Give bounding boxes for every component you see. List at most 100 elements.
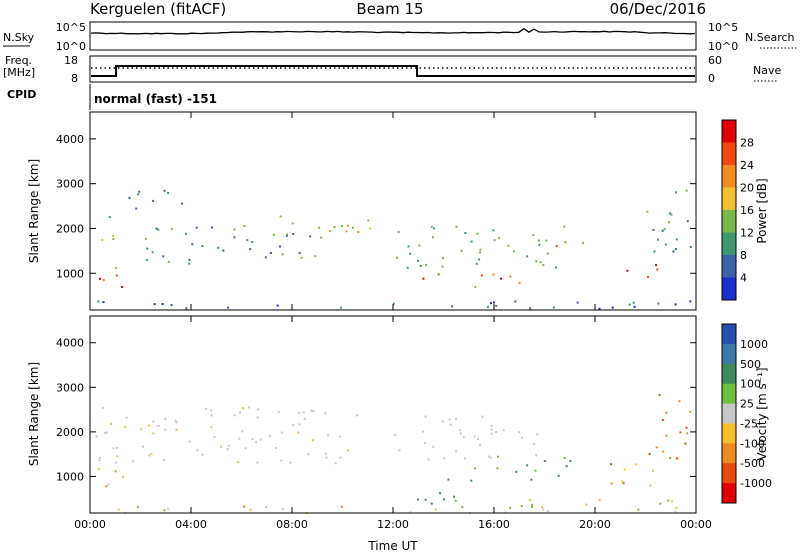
- colorbar-tick-label: 20: [740, 182, 754, 195]
- echo-cell: [653, 250, 656, 253]
- echo-cell: [621, 480, 624, 483]
- echo-cell: [670, 500, 673, 503]
- echo-cell: [564, 241, 567, 244]
- colorbar-swatch: [722, 165, 736, 188]
- echo-cell: [598, 307, 601, 310]
- freq-label-2: [MHz]: [3, 66, 35, 79]
- y-tick-label: 3000: [56, 381, 84, 394]
- noise-sky-line: [90, 27, 696, 35]
- velocity-colorbar: 1000 500 100 25 -25 -100 -500 -1000: [721, 323, 772, 504]
- echo-cell: [312, 439, 314, 442]
- echo-cell: [275, 447, 277, 449]
- echo-cell: [115, 274, 118, 277]
- echo-cell: [170, 304, 173, 306]
- echo-cell: [432, 445, 435, 448]
- echo-cell: [148, 454, 151, 457]
- echo-cell: [162, 459, 165, 461]
- echo-cell: [241, 430, 244, 433]
- echo-cell: [340, 306, 342, 309]
- echo-cell: [101, 239, 104, 241]
- echo-cell: [554, 266, 557, 269]
- colorbar-swatch: [722, 324, 736, 345]
- echo-cell: [493, 301, 495, 304]
- echo-cell: [226, 448, 229, 451]
- echo-cell: [455, 417, 457, 420]
- echo-cell: [539, 261, 542, 264]
- echo-cell: [552, 306, 555, 309]
- colorbar-tick-label: 24: [740, 159, 754, 172]
- echo-cell: [298, 411, 301, 414]
- echo-cell: [318, 226, 321, 229]
- date-title: 06/Dec/2016: [610, 0, 706, 18]
- echo-cell: [686, 432, 689, 435]
- echo-cell: [188, 440, 191, 443]
- echo-cell: [657, 238, 659, 241]
- echo-cell: [532, 234, 535, 236]
- echo-cell: [162, 255, 165, 258]
- echo-cell: [669, 457, 672, 460]
- echo-cell: [419, 265, 422, 267]
- echo-cell: [269, 435, 271, 438]
- cpid-text: normal (fast) -151: [94, 92, 217, 106]
- echo-cell: [116, 455, 119, 458]
- echo-cell: [105, 431, 108, 434]
- echo-cell: [152, 199, 155, 202]
- echo-cell: [95, 435, 98, 438]
- echo-cell: [259, 438, 262, 441]
- colorbar-swatch: [722, 232, 736, 256]
- echo-cell: [520, 504, 523, 507]
- echo-cell: [340, 225, 343, 228]
- colorbar-swatch: [722, 383, 736, 405]
- echo-cell: [632, 301, 635, 304]
- echo-cell: [652, 469, 654, 472]
- echo-cell: [151, 251, 154, 254]
- echo-cell: [541, 506, 544, 509]
- echo-cell: [441, 265, 444, 268]
- echo-cell: [611, 306, 614, 309]
- echo-cell: [474, 467, 477, 470]
- echo-cell: [324, 412, 327, 415]
- echo-cell: [464, 232, 467, 234]
- echo-cell: [397, 231, 400, 233]
- echo-cell: [97, 468, 100, 471]
- echo-cell: [670, 213, 673, 216]
- echo-cell: [325, 456, 328, 459]
- echo-cell: [514, 300, 517, 303]
- echo-cell: [167, 507, 170, 510]
- echo-cell: [210, 414, 213, 417]
- x-tick-label: 00:00: [74, 518, 106, 531]
- echo-cell: [534, 469, 537, 472]
- echo-cell: [297, 431, 300, 434]
- echo-cell: [243, 505, 246, 508]
- echo-cell: [97, 300, 100, 303]
- echo-cell: [479, 444, 482, 446]
- echo-cell: [116, 447, 118, 449]
- echo-cell: [114, 266, 117, 269]
- echo-cell: [434, 508, 437, 511]
- echo-cell: [98, 459, 101, 462]
- colorbar-tick-label: 25: [740, 398, 754, 411]
- echo-cell: [265, 506, 268, 508]
- echo-cell: [441, 420, 444, 423]
- velocity-scatter: [95, 394, 692, 515]
- echo-cell: [148, 424, 150, 427]
- echo-cell: [497, 455, 499, 458]
- colorbar-tick-label: 8: [740, 249, 747, 262]
- y-tick-label: 1000: [56, 470, 84, 483]
- echo-cell: [498, 236, 501, 239]
- colorbar-swatch: [722, 363, 736, 385]
- echo-cell: [532, 443, 535, 445]
- echo-cell: [356, 414, 359, 417]
- echo-cell: [495, 304, 498, 307]
- echo-cell: [340, 505, 343, 508]
- echo-cell: [473, 435, 476, 438]
- colorbar-swatch: [722, 423, 736, 444]
- echo-cell: [128, 196, 131, 199]
- nave-tick-bottom: 0: [708, 72, 715, 85]
- echo-cell: [309, 235, 312, 238]
- echo-cell: [174, 419, 177, 422]
- echo-cell: [195, 226, 198, 229]
- colorbar-tick-label: 100: [740, 378, 761, 391]
- echo-cell: [112, 238, 115, 241]
- echo-cell: [125, 416, 128, 419]
